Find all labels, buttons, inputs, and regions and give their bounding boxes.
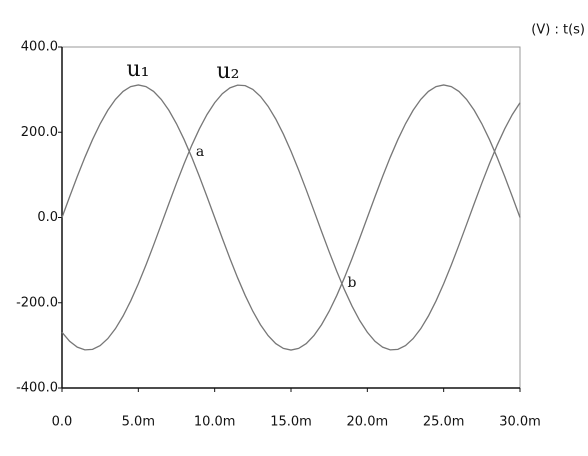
y-tick-label: 400.0 xyxy=(21,40,58,55)
annotation: a xyxy=(196,144,204,160)
x-tick-label: 0.0 xyxy=(52,415,73,430)
y-tick-label: -400.0 xyxy=(16,381,58,396)
line-series xyxy=(61,84,521,351)
x-tick-label: 20.0m xyxy=(347,415,389,430)
x-tick-label: 25.0m xyxy=(423,415,465,430)
line-series xyxy=(61,84,521,351)
y-tick-label: -200.0 xyxy=(16,295,58,310)
plot-frame xyxy=(61,46,521,389)
annotation: b xyxy=(348,275,357,291)
annotation: u₂ xyxy=(217,59,240,84)
x-tick-label: 5.0m xyxy=(122,415,155,430)
annotation: u₁ xyxy=(127,57,150,82)
y-tick-label: 200.0 xyxy=(21,125,58,140)
x-tick-label: 15.0m xyxy=(270,415,312,430)
y-tick-label: 0.0 xyxy=(37,210,58,225)
x-tick-label: 10.0m xyxy=(194,415,236,430)
axis-label: (V) : t(s) xyxy=(531,23,585,38)
x-tick-label: 30.0m xyxy=(499,415,541,430)
